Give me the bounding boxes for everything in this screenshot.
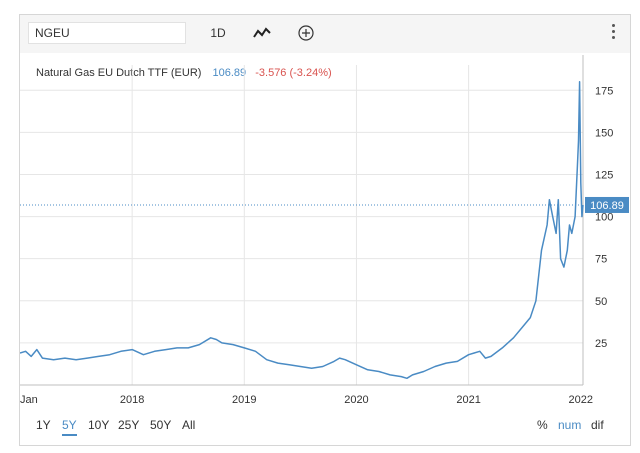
range-button-1y[interactable]: 1Y — [36, 418, 51, 432]
symbol-input[interactable] — [28, 22, 186, 44]
price-tag-label: 106.89 — [590, 200, 624, 212]
range-button-50y[interactable]: 50Y — [150, 418, 172, 432]
kebab-menu-icon[interactable] — [612, 24, 616, 42]
y-tick-label: 100 — [595, 212, 613, 224]
x-tick-label: 2018 — [120, 394, 144, 406]
y-tick-label: 125 — [595, 169, 613, 181]
instrument-name: Natural Gas EU Dutch TTF (EUR) — [36, 67, 202, 79]
range-button-25y[interactable]: 25Y — [118, 418, 140, 432]
price-change: -3.576 (-3.24%) — [255, 67, 332, 79]
y-tick-label: 75 — [595, 254, 607, 266]
x-tick-label: 2021 — [456, 394, 480, 406]
y-tick-label: 150 — [595, 127, 613, 139]
price-series-line — [20, 81, 584, 380]
mode-button-dif[interactable]: dif — [591, 418, 604, 432]
y-tick-label: 50 — [595, 296, 607, 308]
chart-legend: Natural Gas EU Dutch TTF (EUR) 106.89 -3… — [36, 67, 332, 79]
chart-widget: 1D Natural Gas EU Dutch TTF (EUR) 106.89… — [19, 14, 631, 446]
chart-toolbar: 1D — [20, 15, 630, 53]
price-tag — [585, 196, 629, 213]
x-tick-label: 2022 — [569, 394, 593, 406]
mode-button-num[interactable]: num — [558, 418, 582, 432]
y-tick-label: 25 — [595, 338, 607, 350]
range-button-10y[interactable]: 10Y — [88, 418, 110, 432]
range-button-all[interactable]: All — [182, 418, 196, 432]
range-button-5y[interactable]: 5Y — [62, 418, 77, 436]
x-tick-label: 2019 — [232, 394, 256, 406]
mode-button-percent[interactable]: % — [537, 418, 548, 432]
plus-circle-icon[interactable] — [296, 22, 316, 44]
last-price: 106.89 — [212, 67, 247, 79]
price-chart[interactable]: 25 50 75 100 125 150 175 Jan 2018 2019 2020 2021 202… — [20, 15, 630, 445]
x-tick-label: 2020 — [344, 394, 368, 406]
line-chart-icon[interactable] — [252, 22, 272, 44]
interval-button[interactable]: 1D — [210, 26, 226, 40]
y-tick-label: 175 — [595, 85, 613, 97]
x-tick-label: Jan — [20, 394, 38, 406]
